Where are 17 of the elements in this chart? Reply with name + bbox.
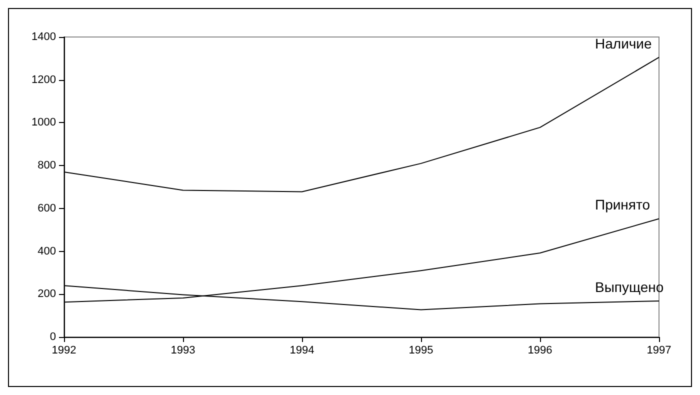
y-tick-label: 0 bbox=[50, 331, 56, 343]
y-tick-label: 400 bbox=[38, 245, 56, 258]
x-tick-label: 1994 bbox=[290, 344, 314, 356]
x-tick-label: 1997 bbox=[646, 344, 672, 356]
series-label: Выпущено bbox=[595, 279, 664, 295]
series-label: Принято bbox=[595, 196, 650, 213]
x-tick-label: 1993 bbox=[170, 344, 196, 356]
x-tick-label: 1995 bbox=[408, 344, 434, 356]
y-tick-label: 1200 bbox=[32, 74, 56, 86]
y-tick-label: 1000 bbox=[32, 116, 56, 129]
y-tick-label: 800 bbox=[38, 160, 56, 172]
y-tick-label: 200 bbox=[38, 288, 56, 300]
series-label: Наличие bbox=[595, 35, 652, 52]
x-tick-label: 1992 bbox=[52, 344, 76, 356]
y-tick-label: 600 bbox=[38, 202, 56, 214]
x-tick-label: 1996 bbox=[528, 344, 552, 356]
y-tick-label: 1400 bbox=[32, 31, 56, 43]
